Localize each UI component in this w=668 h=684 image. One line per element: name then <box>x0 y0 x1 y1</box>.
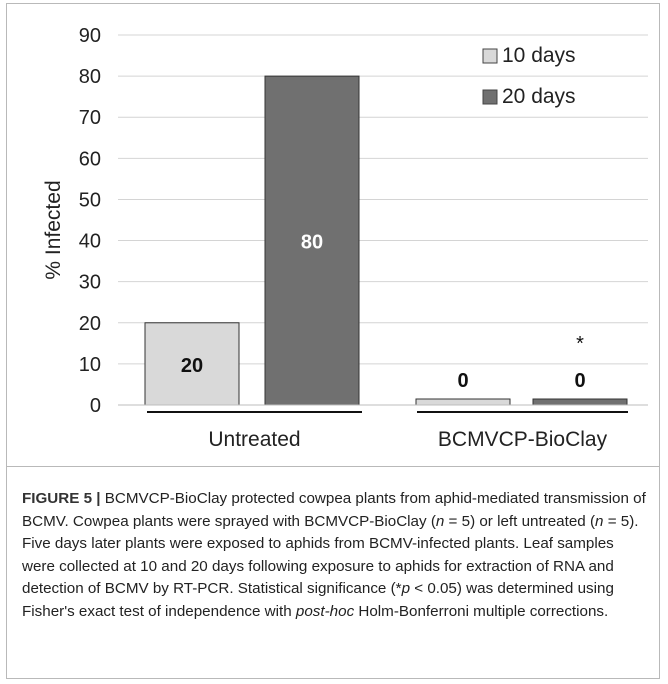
bar <box>415 398 511 406</box>
y-tick-label: 10 <box>79 354 101 376</box>
significance-asterisk: * <box>576 333 584 355</box>
y-tick-label: 90 <box>79 25 101 47</box>
bar-data-label: 80 <box>301 232 323 254</box>
y-tick-label: 40 <box>79 231 101 253</box>
y-tick-label: 60 <box>79 148 101 170</box>
figure-label: FIGURE 5 | <box>22 490 101 507</box>
bar <box>532 398 628 406</box>
legend-swatch <box>482 89 498 105</box>
caption-italic-posthoc: post-hoc <box>295 602 355 620</box>
y-axis-label: % Infected <box>42 180 65 279</box>
y-tick-label: 20 <box>79 313 101 335</box>
category-axis: Untreated BCMVCP-BioClay <box>118 404 648 451</box>
bar-data-labels: 20 0 80 0 <box>181 232 586 392</box>
y-tick-label: 50 <box>79 189 101 211</box>
caption-text: = 5) or left untreated ( <box>444 512 596 530</box>
bar-data-label: 0 <box>574 370 585 392</box>
y-tick-label: 70 <box>79 107 101 129</box>
caption-divider <box>7 466 660 467</box>
y-tick-label: 80 <box>79 66 101 88</box>
bar-data-label: 0 <box>457 370 468 392</box>
caption-italic-p: p <box>401 580 411 598</box>
bar-data-label: 20 <box>181 355 203 377</box>
figure-caption: FIGURE 5 | BCMVCP-BioClay protected cowp… <box>22 488 650 624</box>
y-tick-label: 0 <box>90 395 101 417</box>
y-tick-labels: 0 10 20 30 40 50 60 70 80 90 <box>79 25 101 417</box>
bars <box>144 75 628 406</box>
caption-text: BCMVCP-BioClay protected cowpea plants f… <box>22 490 646 530</box>
bar <box>264 75 360 406</box>
bar-chart: 0 10 20 30 40 50 60 70 80 90 % Infected 20 0 80 0 Un… <box>42 25 648 451</box>
legend-label: 20 days <box>502 85 576 108</box>
y-tick-label: 30 <box>79 272 101 294</box>
caption-italic-n: n <box>595 512 604 530</box>
x-category-label: Untreated <box>208 428 300 451</box>
caption-text: = 5). Five days later plants were expose… <box>22 512 639 598</box>
caption-text: < 0.05) was determined using Fisher's ex… <box>22 580 614 620</box>
legend: 10 days 20 days <box>482 44 576 108</box>
legend-label: 10 days <box>502 44 576 67</box>
legend-swatch <box>482 48 498 64</box>
x-category-label: BCMVCP-BioClay <box>438 428 608 451</box>
caption-text: Holm-Bonferroni multiple corrections. <box>354 602 609 620</box>
caption-italic-n: n <box>435 512 445 530</box>
